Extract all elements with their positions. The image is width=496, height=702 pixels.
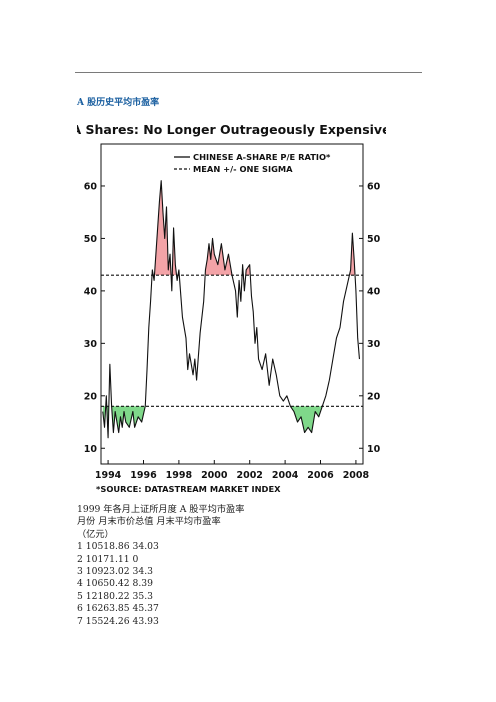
- y-tick-label-right: 60: [367, 181, 381, 192]
- y-tick-label-right: 20: [367, 391, 381, 402]
- x-tick-label: 2004: [272, 470, 299, 481]
- y-tick-label-right: 10: [367, 444, 381, 455]
- y-tick-label-right: 30: [367, 339, 381, 350]
- undervalued-region: [111, 406, 146, 433]
- table-caption: 1999 年各月上证所月度 A 股平均市盈率: [77, 504, 245, 515]
- table-row: 5 12180.22 35.3: [77, 590, 153, 602]
- y-tick-label-left: 50: [84, 234, 98, 245]
- table-row: 2 10171.11 0: [77, 553, 139, 565]
- top-rule: [75, 72, 422, 73]
- y-tick-label-left: 30: [84, 339, 98, 350]
- legend-item-pe-ratio: CHINESE A-SHARE P/E RATIO*: [193, 152, 331, 162]
- y-tick-label-right: 40: [367, 286, 381, 297]
- x-tick-label: 1994: [95, 470, 122, 481]
- plot-frame: [100, 143, 364, 465]
- chart-svg: A Shares: No Longer Outrageously Expensi…: [77, 111, 386, 497]
- chart-source: *SOURCE: DATASTREAM MARKET INDEX: [96, 484, 281, 494]
- overvalued-region: [245, 264, 251, 276]
- overvalued-region: [349, 233, 356, 276]
- x-tick-label: 2000: [201, 470, 228, 481]
- table-row: 1 10518.86 34.03: [77, 541, 159, 553]
- x-tick-label: 2002: [236, 470, 262, 481]
- x-tick-label: 2006: [307, 470, 334, 481]
- legend-item-sigma: MEAN +/- ONE SIGMA: [193, 164, 293, 174]
- y-tick-label-left: 10: [84, 444, 98, 455]
- y-tick-label-left: 20: [84, 391, 98, 402]
- undervalued-region: [290, 406, 323, 433]
- x-tick-label: 2008: [343, 470, 370, 481]
- table-row: 7 15524.26 43.93: [77, 615, 159, 627]
- table-header: 月份 月末市价总值 月末平均市盈率: [77, 516, 221, 528]
- pe-ratio-chart: A Shares: No Longer Outrageously Expensi…: [77, 111, 386, 497]
- overvalued-region: [154, 180, 172, 276]
- section-heading: A 股历史平均市盈率: [77, 98, 160, 108]
- table-unit: （亿元）: [77, 528, 114, 540]
- chart-title: A Shares: No Longer Outrageously Expensi…: [77, 122, 386, 137]
- y-tick-label-right: 50: [367, 234, 381, 245]
- y-tick-label-left: 60: [84, 181, 98, 192]
- y-tick-label-left: 40: [84, 286, 98, 297]
- chart-background: [77, 111, 386, 497]
- table-row: 6 16263.85 45.37: [77, 603, 159, 615]
- data-text-block: 1999 年各月上证所月度 A 股平均市盈率 月份 月末市价总值 月末平均市盈率…: [77, 504, 244, 628]
- pe-ratio-series-line: [102, 180, 361, 439]
- table-row: 4 10650.42 8.39: [77, 578, 153, 590]
- x-tick-label: 1998: [166, 470, 193, 481]
- x-tick-label: 1996: [130, 470, 157, 481]
- table-row: 3 10923.02 34.3: [77, 566, 153, 578]
